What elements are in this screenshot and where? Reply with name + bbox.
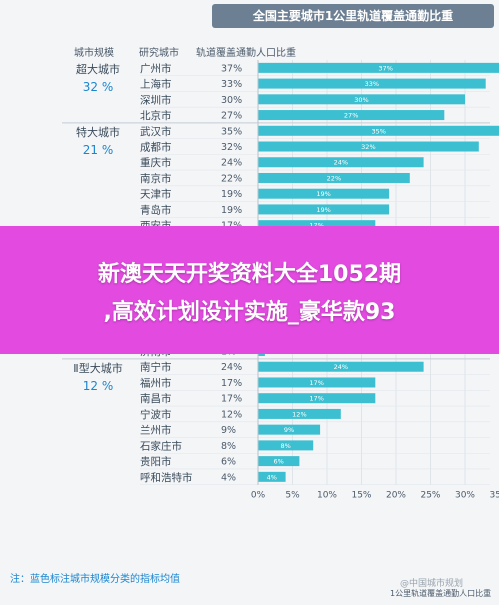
bar [258, 377, 376, 388]
city-name: 宁波市 [140, 408, 172, 421]
bar-data-label: 22% [327, 174, 341, 182]
bar-data-label: 17% [309, 222, 323, 230]
city-name: 石家庄市 [140, 439, 182, 452]
x-tick-label: 30% [455, 491, 475, 501]
bar-data-label: 33% [365, 80, 379, 88]
city-name: 南宁市 [140, 361, 172, 374]
city-name: 北京市 [140, 109, 172, 122]
bar [258, 471, 286, 482]
bar-data-label: 27% [344, 112, 358, 120]
city-value: 24% [221, 362, 242, 373]
city-name: 成都市 [140, 141, 172, 154]
bar [258, 188, 390, 199]
bar-data-label: 37% [378, 64, 392, 72]
bar-data-label: 19% [316, 190, 330, 198]
bar [258, 94, 465, 105]
tier-average: 21 % [83, 143, 114, 157]
bar [258, 78, 486, 89]
city-value: 35% [221, 126, 242, 137]
bar-data-label: 17% [309, 395, 323, 403]
bar [258, 110, 445, 121]
x-tick-label: 35% [489, 491, 499, 501]
watermark: @中国城市规划 [400, 579, 464, 589]
city-value: 12% [221, 409, 242, 420]
header-city: 研究城市 [139, 48, 179, 59]
city-name: 贵阳市 [140, 455, 172, 468]
promo-overlay-banner: 新澳天天开奖资料大全1052期 ,高效计划设计实施_豪华款93 [0, 226, 499, 354]
bar-data-label: 9% [284, 426, 294, 434]
city-name: 武汉市 [140, 125, 172, 138]
bar [258, 125, 499, 136]
header-metric: 轨道覆盖通勤人口比重 [196, 48, 296, 59]
city-value: 4% [221, 472, 236, 483]
bar [258, 408, 341, 419]
bar [258, 141, 479, 152]
city-value: 19% [221, 205, 242, 216]
bar-data-label: 8% [280, 442, 290, 450]
city-name: 南昌市 [140, 392, 172, 405]
city-value: 17% [221, 394, 242, 405]
bar [258, 456, 300, 467]
city-value: 33% [221, 79, 242, 90]
city-value: 6% [221, 457, 236, 468]
bar [258, 220, 376, 231]
x-tick-label: 15% [351, 491, 371, 501]
x-tick-label: 0% [251, 491, 266, 501]
city-name: 兰州市 [140, 424, 172, 437]
city-name: 福州市 [140, 376, 172, 389]
city-value: 32% [221, 142, 242, 153]
bar-data-label: 24% [334, 159, 348, 167]
city-name: 深圳市 [140, 93, 172, 106]
footnote: 注：蓝色标注城市规模分类的指标均值 [10, 574, 180, 585]
bar [258, 204, 390, 215]
bar [258, 393, 376, 404]
bar-data-label: 17% [309, 379, 323, 387]
tier-average: 12 % [83, 379, 114, 393]
city-value: 24% [221, 158, 242, 169]
city-value: 17% [221, 378, 242, 389]
city-name: 天津市 [140, 188, 172, 201]
x-tick-label: 10% [317, 491, 337, 501]
bar [258, 440, 314, 451]
city-name: 南京市 [140, 172, 172, 185]
chart-title: 全国主要城市1公里轨道覆盖通勤比重 [212, 4, 494, 28]
bar [258, 172, 410, 183]
header-tier: 城市规模 [74, 48, 114, 59]
tier-label: Ⅱ型大城市 [73, 361, 122, 375]
city-name: 青岛市 [140, 203, 172, 216]
bar [258, 361, 424, 372]
overlay-line-1: 新澳天天开奖资料大全1052期 [97, 262, 402, 287]
city-name: 上海市 [140, 78, 172, 91]
bar [258, 157, 424, 168]
bar-data-label: 6% [274, 458, 284, 466]
bar-data-label: 35% [372, 127, 386, 135]
city-value: 27% [221, 111, 242, 122]
overlay-line-2: ,高效计划设计实施_豪华款93 [103, 300, 396, 325]
tier-label: 超大城市 [76, 62, 120, 76]
city-value: 30% [221, 95, 242, 106]
city-name: 广州市 [140, 62, 172, 75]
x-axis-label: 1公里轨道覆盖通勤人口比重 [390, 589, 492, 598]
x-tick-label: 20% [386, 491, 406, 501]
x-tick-label: 25% [420, 491, 440, 501]
city-value: 19% [221, 189, 242, 200]
city-value: 8% [221, 441, 236, 452]
bar-data-label: 30% [354, 96, 368, 104]
city-value: 37% [221, 63, 242, 74]
city-name: 呼和浩特市 [140, 471, 193, 484]
bar [258, 62, 499, 73]
bar-data-label: 24% [334, 363, 348, 371]
tier-average: 32 % [83, 80, 114, 94]
bar [258, 424, 321, 435]
city-name: 重庆市 [140, 156, 172, 169]
bar-data-label: 12% [292, 410, 306, 418]
city-value: 22% [221, 173, 242, 184]
bar-data-label: 32% [361, 143, 375, 151]
tier-label: 特大城市 [76, 125, 120, 139]
city-value: 9% [221, 425, 236, 436]
x-tick-label: 5% [285, 491, 300, 501]
bar-data-label: 19% [316, 206, 330, 214]
bar-data-label: 4% [267, 473, 277, 481]
